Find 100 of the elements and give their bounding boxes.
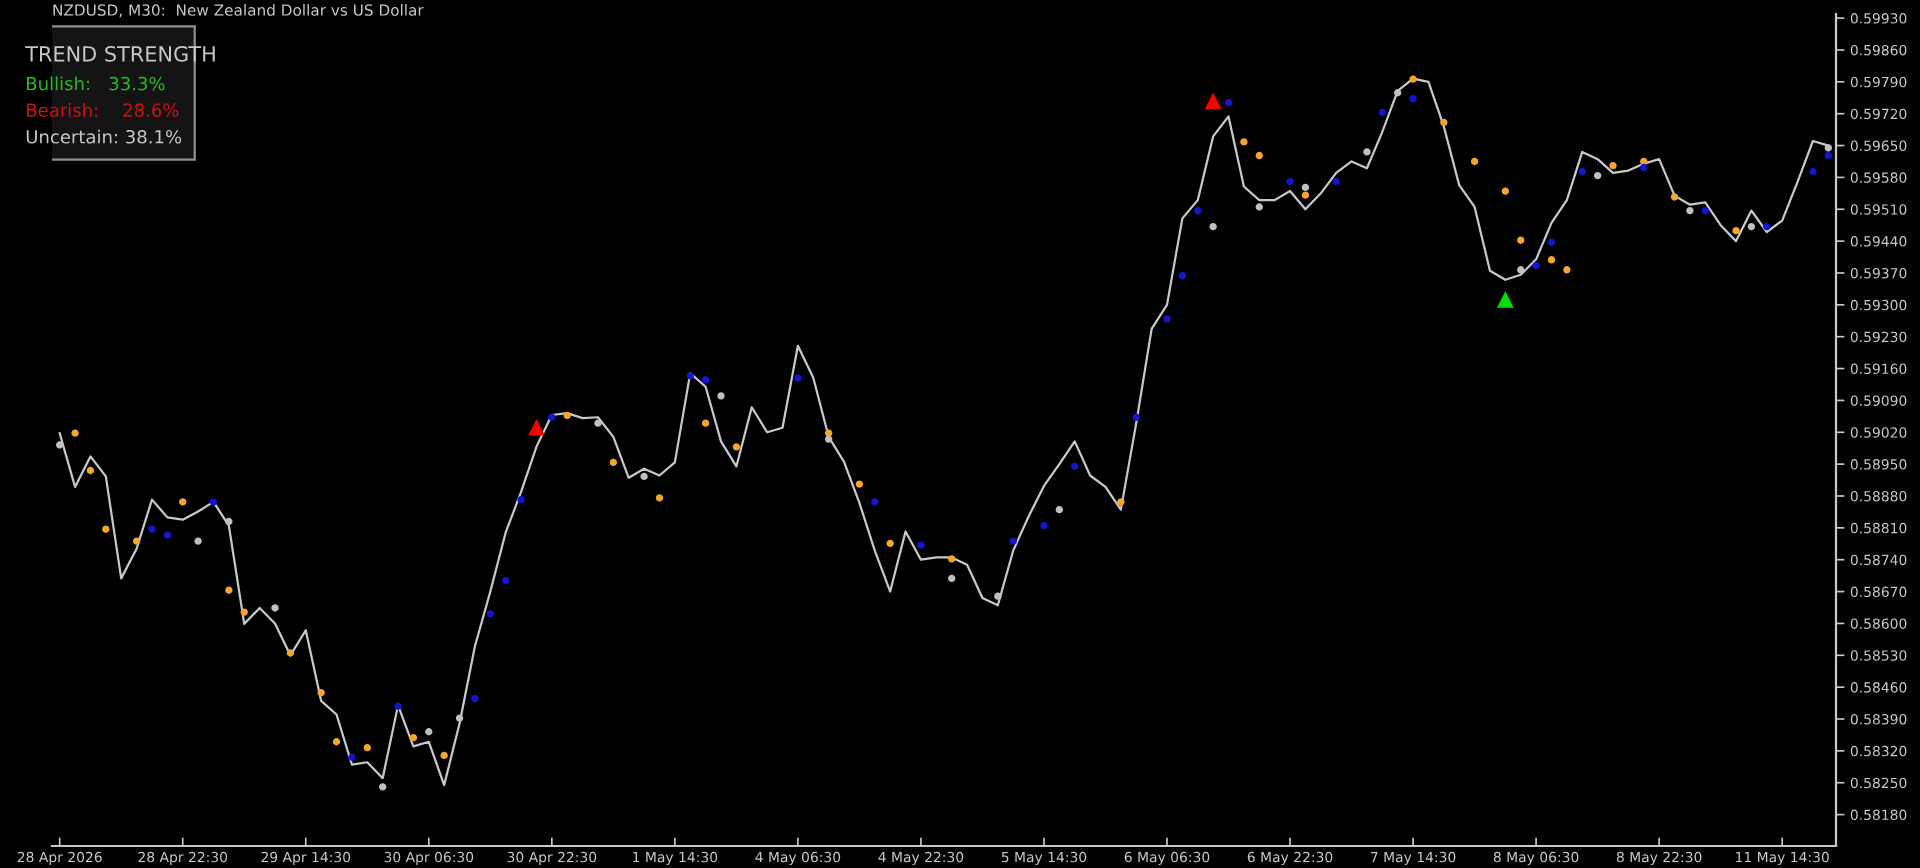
point <box>1578 167 1586 176</box>
point <box>1409 75 1417 83</box>
point <box>686 372 694 380</box>
point <box>179 498 187 506</box>
point <box>1132 413 1140 421</box>
point <box>701 419 710 427</box>
point <box>56 441 64 449</box>
point <box>1809 167 1817 176</box>
point <box>1286 177 1294 186</box>
point <box>1409 94 1417 103</box>
point <box>1747 222 1756 231</box>
point <box>1040 521 1048 530</box>
point <box>717 392 725 400</box>
point <box>148 525 156 533</box>
point <box>1640 163 1648 172</box>
point <box>486 610 494 618</box>
point <box>1609 161 1617 170</box>
point <box>86 466 95 475</box>
point <box>855 480 864 488</box>
point <box>132 537 141 545</box>
point <box>1501 187 1510 195</box>
point <box>271 604 279 612</box>
point <box>440 751 448 760</box>
point <box>163 531 172 539</box>
point <box>917 541 925 549</box>
point <box>471 694 479 703</box>
point <box>194 537 202 545</box>
point <box>1071 462 1079 471</box>
point <box>502 576 510 585</box>
point <box>824 435 833 443</box>
point <box>1686 206 1694 215</box>
point <box>102 525 110 533</box>
point <box>1763 222 1771 231</box>
point <box>394 702 402 710</box>
point <box>1163 315 1171 323</box>
point <box>1563 266 1571 274</box>
point <box>1009 537 1017 545</box>
point <box>1178 272 1187 280</box>
point <box>425 728 433 736</box>
point <box>594 419 602 427</box>
point <box>1332 177 1340 186</box>
point <box>1117 498 1125 506</box>
annotation: Bearish: 28.6% <box>27 103 179 117</box>
point <box>732 443 741 451</box>
point <box>548 413 556 421</box>
point <box>517 495 525 504</box>
point <box>1547 238 1556 247</box>
point <box>701 376 710 384</box>
point <box>1440 118 1448 126</box>
point <box>1732 226 1740 235</box>
point <box>286 649 295 657</box>
point <box>1517 236 1525 244</box>
point <box>71 429 79 437</box>
point <box>1670 193 1679 201</box>
point <box>640 472 648 481</box>
point <box>655 494 664 502</box>
point <box>1194 206 1202 215</box>
point <box>1701 206 1709 215</box>
point <box>1547 256 1556 264</box>
point <box>1209 222 1217 231</box>
point <box>1394 89 1402 97</box>
point <box>794 374 802 382</box>
point <box>1517 266 1525 274</box>
point <box>455 714 464 722</box>
point <box>994 592 1002 600</box>
point <box>609 458 618 466</box>
point <box>948 574 956 583</box>
point <box>1255 203 1263 211</box>
point <box>1470 157 1479 166</box>
point <box>332 738 341 746</box>
point <box>409 734 418 742</box>
point <box>317 688 325 697</box>
point <box>528 418 545 436</box>
point <box>563 411 571 420</box>
point <box>886 539 894 548</box>
point <box>1824 151 1832 160</box>
point <box>225 586 233 594</box>
point <box>871 498 879 506</box>
point <box>1240 138 1248 146</box>
point <box>363 744 371 752</box>
point <box>1255 151 1263 160</box>
point <box>1224 99 1233 107</box>
point <box>1301 183 1310 192</box>
point <box>1824 144 1832 152</box>
point <box>1593 171 1602 180</box>
point <box>1055 505 1064 514</box>
point <box>1378 108 1386 116</box>
point <box>378 783 387 791</box>
point <box>240 608 248 616</box>
point <box>209 498 218 506</box>
point <box>948 555 956 563</box>
point <box>1301 191 1310 199</box>
point <box>1363 148 1371 156</box>
point <box>1532 262 1540 270</box>
annotation: Uncertain: 38.1% <box>26 129 182 144</box>
annotation: Bullish: 33.3% <box>27 76 165 91</box>
point <box>348 753 356 761</box>
point <box>1204 92 1222 110</box>
point <box>1497 291 1514 308</box>
point <box>225 517 233 526</box>
